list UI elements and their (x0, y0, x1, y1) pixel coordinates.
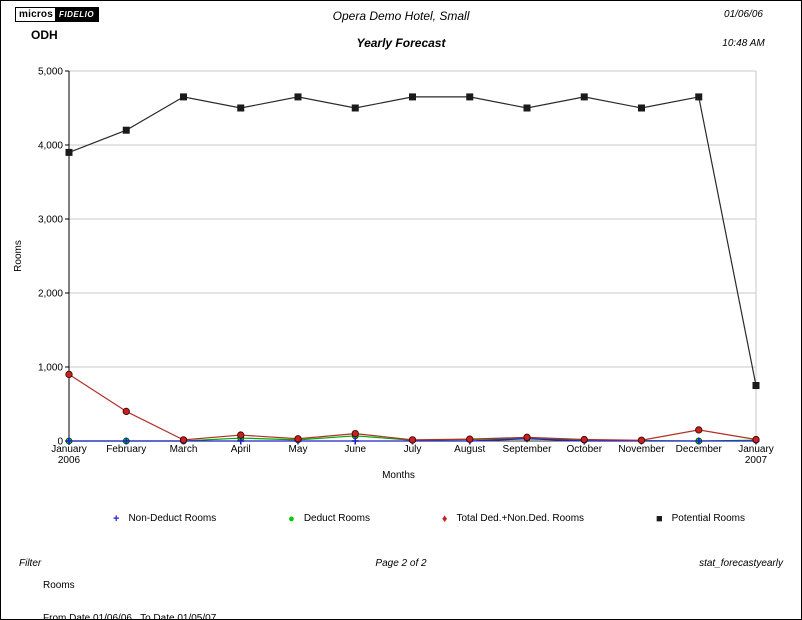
legend-item-potential-rooms: ■ Potential Rooms (656, 513, 745, 524)
square-marker-icon: ■ (655, 512, 663, 525)
y-tick-label: 4,000 (38, 141, 63, 152)
marker-square (580, 93, 588, 101)
circle-marker-icon: ● (288, 512, 295, 525)
marker-square (294, 93, 302, 101)
legend-label: Non-Deduct Rooms (128, 513, 217, 524)
x-tick-label: November (618, 444, 665, 455)
marker-diamond (408, 436, 417, 444)
marker-square (65, 148, 73, 156)
marker-diamond (65, 370, 73, 379)
logo-micros-text: micros (16, 8, 55, 21)
report-time: 10:48 AM (722, 38, 765, 49)
legend-item-total-ded-non-ded-rooms: ♦ Total Ded.+Non.Ded. Rooms (442, 513, 584, 524)
x-tick-label: April (231, 444, 251, 455)
marker-diamond (466, 435, 474, 443)
yearly-forecast-chart: 0 1,000 2,000 3,000 4,000 5,000 January 2006 Feb… (13, 67, 774, 482)
marker-square (409, 93, 416, 101)
marker-diamond (122, 407, 130, 416)
y-axis-title: Rooms (13, 240, 24, 272)
marker-square (638, 104, 645, 112)
chart-legend: + Non-Deduct Rooms ● Deduct Rooms ♦ Total Ded… (113, 513, 745, 524)
logo-fidelio-text: FIDELIO (55, 8, 99, 21)
page-number: Page 2 of 2 (375, 558, 427, 569)
y-tick-label: 1,000 (38, 363, 63, 374)
marker-square (466, 93, 474, 101)
filter-line-dates: From Date 01/06/06 To Date 01/05/07 (43, 613, 217, 620)
filter-line-rooms: Rooms (43, 580, 75, 591)
x-tick-label: September (503, 444, 553, 455)
y-tick-label: 2,000 (38, 289, 63, 300)
marker-diamond (752, 435, 760, 444)
y-tick-label: 5,000 (38, 67, 63, 78)
marker-diamond (294, 435, 302, 443)
legend-label: Total Ded.+Non.Ded. Rooms (456, 513, 585, 524)
series-line-potential-rooms (68, 96, 757, 386)
x-tick-label: December (676, 444, 723, 455)
filter-details: Rooms From Date 01/06/06 To Date 01/05/0… (43, 558, 217, 620)
x-tick-label: March (170, 444, 198, 455)
marker-diamond (637, 436, 646, 444)
y-tick-label: 3,000 (38, 215, 63, 226)
x-tick-label: October (566, 444, 602, 455)
series-line-total-ded-non-ded-rooms (68, 373, 757, 441)
x-tick-label: July (404, 444, 422, 455)
y-tick-label: 0 (57, 437, 63, 448)
x-tick-label: January 2007 (738, 444, 774, 466)
plus-marker-icon: + (113, 512, 120, 525)
x-tick-label: August (454, 444, 485, 455)
marker-square (237, 104, 245, 112)
marker-square (180, 93, 187, 101)
marker-square (752, 382, 760, 389)
property-code: ODH (31, 28, 58, 42)
legend-item-deduct-rooms: ● Deduct Rooms (288, 513, 370, 524)
x-axis-title: Months (382, 470, 415, 481)
marker-diamond (237, 431, 245, 439)
marker-diamond (179, 436, 188, 444)
x-tick-label: May (289, 444, 308, 455)
marker-diamond (523, 433, 531, 441)
marker-diamond (580, 435, 588, 444)
report-date: 01/06/06 (724, 9, 763, 20)
x-tick-label: June (344, 444, 366, 455)
micros-fidelio-logo: micros FIDELIO (15, 7, 100, 22)
x-tick-label: February (106, 444, 146, 455)
legend-item-non-deduct-rooms: + Non-Deduct Rooms (113, 513, 216, 524)
marker-square (695, 93, 703, 101)
legend-label: Potential Rooms (671, 513, 745, 524)
marker-square (351, 104, 359, 112)
marker-diamond (695, 426, 703, 434)
marker-diamond (351, 429, 359, 438)
hotel-name: Opera Demo Hotel, Small (332, 9, 470, 23)
report-file-name: stat_forecastyearly (699, 558, 783, 569)
marker-square (122, 126, 130, 134)
legend-label: Deduct Rooms (303, 513, 370, 524)
filter-label: Filter (19, 558, 42, 569)
diamond-marker-icon: ♦ (441, 512, 448, 525)
report-title: Yearly Forecast (356, 36, 446, 50)
x-tick-label: January 2006 (51, 444, 87, 466)
marker-square (523, 104, 531, 112)
